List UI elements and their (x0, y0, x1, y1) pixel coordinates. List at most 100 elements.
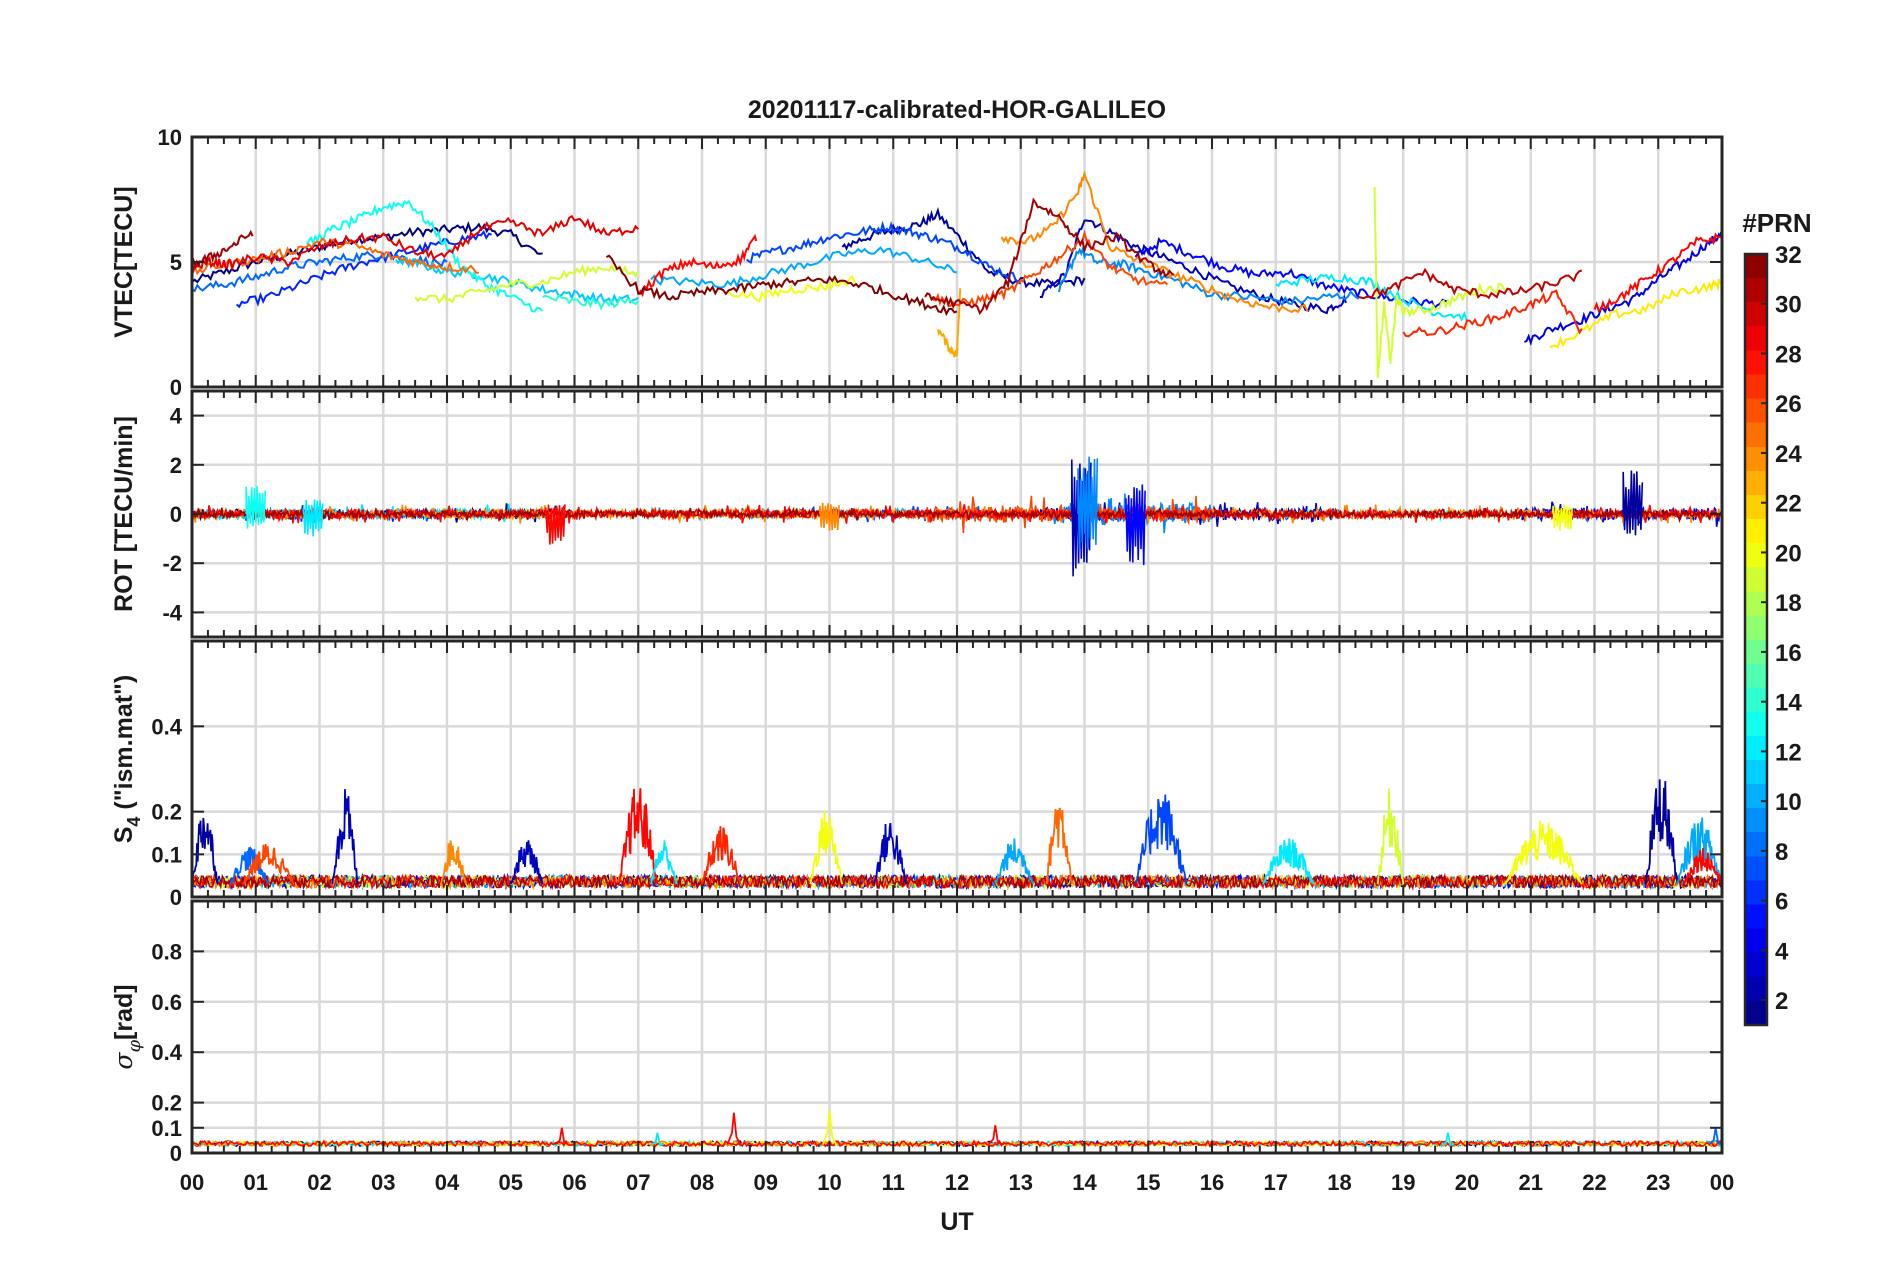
s4-burst-prn-8 (229, 846, 270, 885)
x-tick-label: 19 (1391, 1170, 1415, 1195)
s4-burst-prn-28 (1683, 848, 1722, 885)
y-tick-label: 0.2 (151, 1091, 182, 1116)
s4-burst-prn-3 (509, 840, 544, 885)
y-label-sigma: σ (109, 1052, 138, 1070)
y-tick-label: 10 (158, 125, 182, 150)
x-tick-label: 13 (1009, 1170, 1033, 1195)
x-tick-label: 00 (180, 1170, 204, 1195)
y-axis-label: ROT [TECU/min] (110, 416, 138, 612)
x-tick-label: 23 (1646, 1170, 1670, 1195)
y-label-unit: [rad] (110, 984, 138, 1040)
y-tick-label: 0.1 (151, 1116, 182, 1141)
x-axis-label: UT (940, 1208, 973, 1236)
vtec-series-prn-32 (605, 254, 958, 317)
vtec-series-prn-26 (930, 229, 1169, 308)
y-axis-label: VTEC[TECU] (110, 186, 138, 337)
vtec-series-prn-28 (637, 233, 758, 298)
rot-spike-prn-20 (1552, 504, 1573, 531)
s4-burst-prn-19 (1376, 788, 1405, 885)
colorbar-tick-label: 20 (1775, 540, 1802, 567)
y-tick-label: 5 (170, 250, 182, 275)
s4-burst-prn-12 (650, 840, 678, 885)
colorbar-tick-label: 22 (1775, 491, 1802, 518)
x-tick-label: 04 (435, 1170, 460, 1195)
sigma-spike-prn-12 (1441, 1132, 1455, 1146)
s4-burst-prn-2 (1644, 779, 1679, 885)
panel-frame (190, 135, 1724, 389)
s4-burst-prn-10 (994, 838, 1035, 885)
vtec-series-prn-10 (650, 246, 958, 289)
rot-spike-prn-2 (1622, 470, 1644, 536)
s4-burst-prn-28 (618, 788, 659, 885)
panel-vtec: 0 5 10 VTEC[TECU] (110, 125, 1724, 400)
s4-burst-prn-20 (809, 810, 844, 885)
y-tick-label: 2 (170, 453, 182, 478)
vtec-series-prn-30 (1358, 267, 1583, 300)
panel-rot: -4 -2 0 2 4 ROT [TECU/min] (110, 389, 1724, 639)
y-axis-label: S4 ("ism.mat") (110, 675, 144, 844)
data-layer (192, 456, 1722, 577)
y-tick-label: 0.8 (151, 939, 182, 964)
vtec-series-prn-12 (1275, 272, 1468, 322)
chart-title: 20201117-calibrated-HOR-GALILEO (748, 96, 1166, 124)
y-tick-label: 0.4 (151, 714, 182, 739)
s4-burst-prn-26 (242, 843, 295, 885)
s4-burst-prn-3 (331, 789, 359, 885)
data-layer (192, 170, 1722, 379)
x-tick-label: 22 (1582, 1170, 1606, 1195)
x-tick-label: 08 (690, 1170, 714, 1195)
rot-series-prn-31 (192, 506, 1722, 524)
x-tick-label: 18 (1327, 1170, 1351, 1195)
y-tick-label: 4 (170, 404, 183, 429)
colorbar-tick-label: 26 (1775, 391, 1802, 418)
x-tick-label: 03 (371, 1170, 395, 1195)
vtec-series-prn-19 (1373, 186, 1507, 379)
vtec-series-prn-6 (235, 229, 492, 309)
x-tick-label: 20 (1455, 1170, 1479, 1195)
x-tick-label: 10 (817, 1170, 841, 1195)
colorbar-tick-label: 14 (1775, 690, 1802, 717)
vtec-series-prn-28 (1593, 232, 1722, 313)
colorbar-tick-label: 18 (1775, 590, 1802, 617)
x-tick-label: 00 (1710, 1170, 1734, 1195)
colorbar-tick-label: 8 (1775, 839, 1788, 866)
x-tick-label: 01 (244, 1170, 268, 1195)
vtec-series-prn-13 (305, 199, 544, 313)
y-tick-label: 0.1 (151, 842, 182, 867)
colorbar-tick-label: 32 (1775, 242, 1802, 269)
y-tick-label: 0.4 (151, 1040, 182, 1065)
y-tick-label: -4 (162, 600, 182, 625)
x-tick-label: 14 (1072, 1170, 1097, 1195)
s4-burst-prn-3 (873, 822, 907, 885)
y-label-s: S (110, 827, 138, 844)
s4-burst-prn-27 (701, 826, 742, 885)
sigma-spike-prn-28 (554, 1127, 569, 1146)
vtec-series-prn-7 (745, 220, 1022, 285)
vtec-series-prn-29 (192, 214, 640, 274)
s4-burst-prn-7 (1134, 794, 1188, 885)
y-tick-label: 0 (170, 375, 182, 400)
sigma-spike-prn-28 (726, 1112, 742, 1145)
sigma-spike-prn-12 (650, 1132, 664, 1146)
vtec-series-prn-27 (1402, 289, 1583, 338)
x-axis: 00 01 02 03 04 05 06 07 08 09 10 11 12 13 14 15 16 17 18 19… (180, 1170, 1734, 1195)
y-label-sub: 4 (124, 817, 144, 827)
s4-burst-prn-2 (192, 817, 219, 885)
colorbar-tick-label: 24 (1775, 441, 1802, 468)
colorbar-tick-label: 28 (1775, 341, 1802, 368)
vtec-series-prn-14 (542, 294, 640, 311)
s4-burst-prn-12 (1262, 838, 1315, 885)
y-tick-label: 0 (170, 1141, 182, 1166)
colorbar-tick-label: 30 (1775, 292, 1802, 319)
vtec-series-prn-1 (192, 221, 543, 284)
colorbar-tick-label: 12 (1775, 739, 1802, 766)
rot-spike-prn-12 (302, 499, 324, 537)
vtec-series-prn-23 (936, 288, 962, 358)
vtec-series-prn-19 (414, 263, 640, 305)
y-tick-label: 0.2 (151, 800, 182, 825)
vtec-series-prn-31 (924, 197, 1175, 316)
s4-burst-prn-25 (1045, 807, 1073, 885)
